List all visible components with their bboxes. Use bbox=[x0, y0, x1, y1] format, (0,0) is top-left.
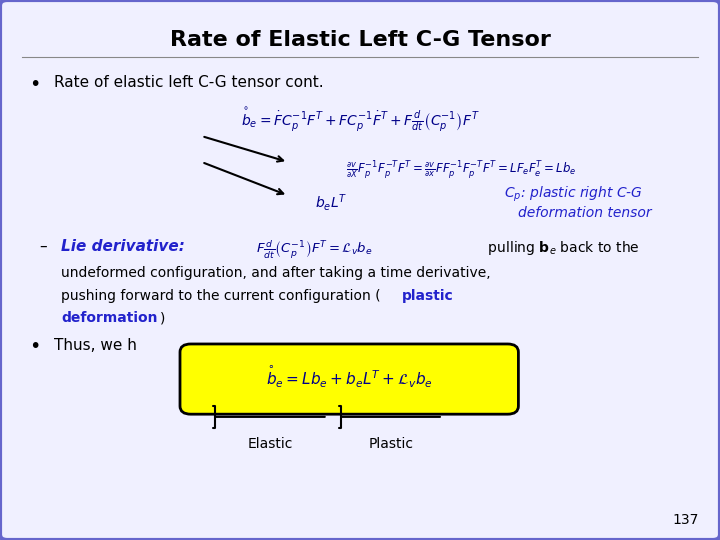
Text: 137: 137 bbox=[672, 512, 698, 526]
FancyBboxPatch shape bbox=[180, 344, 518, 414]
Text: •: • bbox=[29, 75, 40, 93]
Text: Elastic: Elastic bbox=[247, 437, 293, 451]
Text: pushing forward to the current configuration (: pushing forward to the current configura… bbox=[61, 289, 381, 303]
Text: $\overset{\circ}{b}_e = Lb_e + b_eL^T + \mathcal{L}_v b_e$: $\overset{\circ}{b}_e = Lb_e + b_eL^T + … bbox=[266, 363, 433, 390]
Text: Rate of elastic left C-G tensor cont.: Rate of elastic left C-G tensor cont. bbox=[54, 75, 323, 90]
Text: –: – bbox=[40, 239, 48, 254]
Text: $C_p$: plastic right C-G: $C_p$: plastic right C-G bbox=[504, 185, 643, 204]
Text: plastic: plastic bbox=[402, 289, 454, 303]
Text: $b_e L^T$: $b_e L^T$ bbox=[315, 192, 348, 213]
Text: Rate of Elastic Left C-G Tensor: Rate of Elastic Left C-G Tensor bbox=[170, 30, 550, 50]
Text: pulling $\mathbf{b}_e$ back to the: pulling $\mathbf{b}_e$ back to the bbox=[479, 239, 639, 256]
Text: undeformed configuration, and after taking a time derivative,: undeformed configuration, and after taki… bbox=[61, 266, 491, 280]
Text: •: • bbox=[29, 338, 40, 356]
Text: Plastic: Plastic bbox=[369, 437, 413, 451]
Text: $\overset{\circ}{b}_e = \dot{F}C_p^{-1}F^T + FC_p^{-1}\dot{F}^T + F\frac{d}{dt}\: $\overset{\circ}{b}_e = \dot{F}C_p^{-1}F… bbox=[240, 105, 480, 134]
Text: Thus, we h: Thus, we h bbox=[54, 338, 137, 353]
Text: ): ) bbox=[160, 311, 165, 325]
Text: Lie derivative:: Lie derivative: bbox=[61, 239, 185, 254]
Text: deformation tensor: deformation tensor bbox=[518, 206, 652, 220]
Text: $\frac{\partial v}{\partial X}F_p^{-1}F_p^{-T}F^T = \frac{\partial v}{\partial x: $\frac{\partial v}{\partial X}F_p^{-1}F_… bbox=[346, 159, 576, 181]
Text: $F\frac{d}{dt}\left(C_p^{-1}\right)F^T = \mathcal{L}_v b_e$: $F\frac{d}{dt}\left(C_p^{-1}\right)F^T =… bbox=[256, 239, 372, 261]
Text: deformation: deformation bbox=[61, 311, 158, 325]
